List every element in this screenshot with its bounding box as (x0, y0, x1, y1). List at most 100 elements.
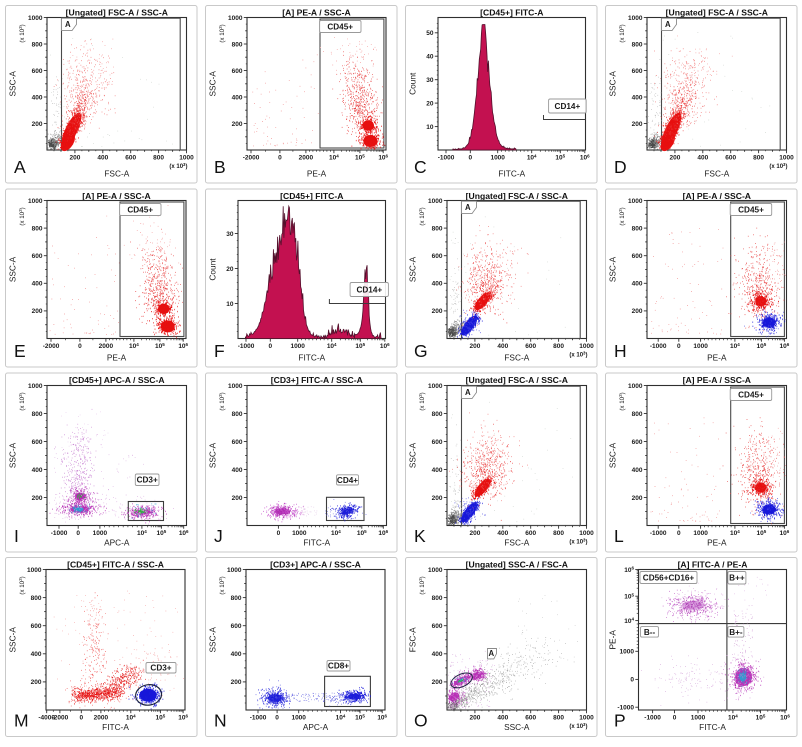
svg-text:0: 0 (275, 715, 279, 722)
svg-text:106: 106 (178, 342, 188, 350)
svg-text:106: 106 (378, 529, 388, 537)
svg-text:1000: 1000 (628, 198, 643, 205)
svg-text:H: H (614, 341, 627, 361)
svg-text:SSC-A: SSC-A (8, 442, 18, 468)
svg-text:200: 200 (632, 495, 643, 502)
svg-text:104: 104 (624, 617, 634, 625)
svg-text:A: A (465, 388, 471, 397)
svg-text:600: 600 (632, 439, 643, 446)
svg-text:200: 200 (32, 308, 43, 315)
svg-text:600: 600 (432, 253, 443, 260)
svg-text:106: 106 (580, 153, 590, 161)
svg-text:50: 50 (426, 30, 434, 37)
svg-text:800: 800 (632, 41, 643, 48)
svg-text:400: 400 (32, 94, 43, 101)
svg-text:B: B (214, 157, 226, 177)
svg-text:200: 200 (31, 679, 42, 686)
svg-text:-1000: -1000 (250, 715, 267, 722)
svg-text:SSC-A: SSC-A (208, 442, 218, 468)
svg-text:800: 800 (632, 225, 643, 232)
svg-text:(x 103): (x 103) (169, 162, 187, 170)
svg-text:1000: 1000 (691, 715, 706, 722)
svg-text:0: 0 (76, 530, 80, 537)
svg-text:CD14+: CD14+ (356, 286, 382, 295)
svg-text:600: 600 (32, 68, 43, 75)
svg-text:600: 600 (31, 623, 42, 630)
svg-text:104: 104 (336, 713, 346, 721)
svg-text:600: 600 (725, 155, 736, 162)
svg-text:800: 800 (553, 530, 564, 537)
svg-text:104: 104 (137, 529, 147, 537)
svg-text:FITC-A: FITC-A (498, 169, 525, 179)
svg-text:105: 105 (156, 713, 166, 721)
svg-text:105: 105 (157, 529, 167, 537)
svg-text:800: 800 (553, 343, 564, 350)
svg-text:(x 103): (x 103) (218, 24, 226, 42)
svg-text:A: A (465, 203, 471, 212)
svg-text:600: 600 (32, 253, 43, 260)
svg-text:-4000: -4000 (38, 715, 55, 722)
svg-text:200: 200 (432, 495, 443, 502)
svg-text:800: 800 (632, 411, 643, 418)
svg-text:104: 104 (331, 529, 341, 537)
svg-text:400: 400 (432, 467, 443, 474)
svg-text:600: 600 (432, 623, 443, 630)
svg-text:104: 104 (126, 713, 136, 721)
svg-text:400: 400 (632, 281, 643, 288)
svg-text:1000: 1000 (27, 567, 42, 574)
svg-text:SSC-A: SSC-A (608, 71, 618, 97)
svg-text:[CD3+] FITC-A / SSC-A: [CD3+] FITC-A / SSC-A (271, 375, 363, 385)
svg-text:1000: 1000 (490, 155, 505, 162)
svg-text:Count: Count (408, 72, 418, 95)
svg-text:106: 106 (378, 153, 388, 161)
svg-text:400: 400 (697, 155, 708, 162)
svg-text:400: 400 (32, 281, 43, 288)
svg-text:CD45+: CD45+ (327, 23, 353, 32)
svg-text:[CD45+] FITC-A / SSC-A: [CD45+] FITC-A / SSC-A (67, 560, 164, 570)
svg-text:FITC-A: FITC-A (303, 538, 330, 548)
svg-text:SSC-A: SSC-A (208, 627, 218, 653)
svg-text:C: C (414, 157, 427, 177)
svg-text:200: 200 (432, 308, 443, 315)
svg-text:1000: 1000 (228, 383, 243, 390)
svg-text:-1000: -1000 (238, 343, 255, 350)
svg-text:I: I (14, 526, 19, 546)
svg-text:(x 103): (x 103) (18, 576, 26, 594)
svg-text:A: A (488, 649, 494, 658)
svg-text:[A] PE-A / SSC-A: [A] PE-A / SSC-A (683, 375, 751, 385)
svg-text:SSC-A: SSC-A (608, 442, 618, 468)
svg-text:SSC-A: SSC-A (8, 256, 18, 282)
svg-text:(x 103): (x 103) (769, 162, 787, 170)
svg-text:0: 0 (673, 715, 677, 722)
svg-text:1000: 1000 (693, 530, 708, 537)
svg-text:600: 600 (232, 68, 243, 75)
svg-text:200: 200 (469, 343, 480, 350)
svg-text:1000: 1000 (628, 383, 643, 390)
svg-text:CD14+: CD14+ (555, 102, 581, 111)
svg-text:600: 600 (32, 439, 43, 446)
svg-text:1000: 1000 (28, 15, 43, 22)
svg-text:104: 104 (527, 153, 537, 161)
svg-text:800: 800 (231, 595, 242, 602)
svg-text:[CD45+] APC-A / SSC-A: [CD45+] APC-A / SSC-A (69, 375, 165, 385)
svg-text:200: 200 (469, 530, 480, 537)
svg-text:400: 400 (632, 467, 643, 474)
svg-text:1000: 1000 (428, 198, 443, 205)
svg-text:APC-A: APC-A (303, 722, 329, 732)
svg-text:400: 400 (432, 281, 443, 288)
svg-text:20: 20 (226, 266, 234, 273)
svg-text:PE-A: PE-A (707, 353, 727, 363)
svg-text:D: D (614, 157, 627, 177)
svg-text:1000: 1000 (693, 343, 708, 350)
svg-text:104: 104 (728, 713, 738, 721)
svg-text:10: 10 (226, 301, 234, 308)
svg-text:PE-A: PE-A (707, 538, 727, 548)
svg-text:400: 400 (31, 651, 42, 658)
svg-text:-1000: -1000 (650, 530, 667, 537)
svg-text:FITC-A: FITC-A (102, 722, 129, 732)
svg-text:1000: 1000 (579, 530, 594, 537)
svg-text:(x 103): (x 103) (218, 392, 226, 410)
svg-text:800: 800 (432, 411, 443, 418)
svg-text:(x 103): (x 103) (569, 537, 587, 545)
svg-text:105: 105 (756, 713, 766, 721)
